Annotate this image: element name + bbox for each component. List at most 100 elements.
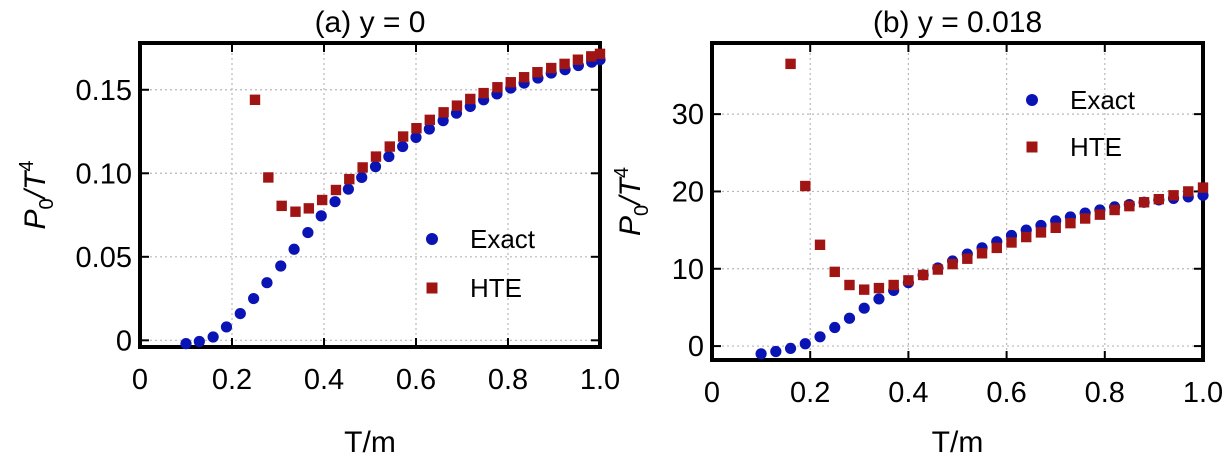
data-point-exact	[799, 338, 811, 350]
data-point-hte	[1109, 204, 1120, 216]
data-point-exact	[248, 292, 260, 305]
legend-marker-hte	[426, 282, 438, 294]
y-label-sep: /T	[614, 175, 647, 206]
data-point-exact	[784, 342, 797, 355]
data-point-exact	[329, 196, 341, 208]
data-point-hte	[1065, 217, 1076, 229]
data-point-hte	[800, 180, 811, 192]
x-tick-label: 1.0	[1183, 377, 1223, 409]
y-label-sep: /T	[19, 169, 52, 200]
data-point-hte	[1094, 209, 1106, 220]
data-point-exact	[410, 131, 422, 143]
data-point-exact	[383, 150, 395, 163]
y-label-base: P	[614, 216, 647, 236]
legend-label-hte: HTE	[470, 273, 522, 303]
x-tick-label: 0.4	[304, 364, 344, 396]
data-point-hte	[917, 269, 929, 281]
data-point-hte	[451, 100, 463, 111]
x-tick-label: 0.6	[986, 377, 1026, 409]
data-point-hte	[505, 77, 516, 88]
data-point-hte	[249, 94, 261, 105]
data-point-hte	[814, 239, 826, 250]
legend-marker-exact	[426, 233, 438, 245]
data-point-hte	[344, 173, 355, 185]
data-point-hte	[947, 258, 958, 270]
data-point-hte	[586, 51, 597, 62]
data-point-hte	[559, 58, 570, 70]
data-point-exact	[843, 312, 856, 324]
data-point-exact	[302, 226, 314, 239]
x-tick-label: 0	[132, 364, 148, 396]
data-point-exact	[180, 338, 192, 350]
plot-frame	[710, 41, 1205, 362]
data-point-hte	[492, 82, 503, 93]
data-point-hte	[384, 141, 395, 152]
data-point-hte	[330, 184, 342, 196]
data-point-hte	[532, 67, 543, 78]
legend-label-exact: Exact	[470, 224, 536, 254]
data-point-hte	[1035, 227, 1047, 238]
y-label-sup: 4	[611, 167, 633, 178]
data-point-exact	[423, 123, 435, 135]
y-label-sup: 4	[16, 161, 38, 172]
data-point-hte	[1006, 237, 1017, 248]
data-point-exact	[207, 331, 219, 343]
x-tick-label: 0.8	[488, 364, 528, 396]
data-point-hte	[1079, 213, 1091, 224]
x-tick-label: 1.0	[580, 364, 620, 396]
legend-label-exact: Exact	[1070, 85, 1136, 115]
data-point-hte	[1138, 197, 1150, 208]
data-point-exact	[261, 277, 273, 289]
data-point-hte	[1021, 231, 1032, 243]
data-point-exact	[275, 260, 287, 272]
chart-title: (a) y = 0	[315, 6, 426, 39]
x-axis-label: T/m	[344, 426, 396, 459]
data-point-hte	[991, 242, 1002, 254]
y-tick-label: 0.15	[76, 75, 132, 107]
data-point-hte	[316, 194, 328, 206]
y-tick-label: 0	[116, 325, 132, 357]
data-point-hte	[411, 122, 422, 134]
data-point-hte	[844, 279, 855, 291]
data-point-exact	[315, 210, 327, 222]
y-tick-label: 30	[672, 99, 704, 131]
data-point-hte	[903, 275, 914, 286]
data-point-exact	[770, 345, 782, 358]
data-point-exact	[193, 335, 205, 348]
data-point-hte	[518, 72, 530, 83]
data-point-hte	[263, 172, 274, 183]
data-point-exact	[755, 348, 767, 360]
series-hte	[785, 58, 1209, 295]
y-tick-label: 0.10	[76, 158, 132, 190]
data-point-hte	[873, 282, 885, 294]
data-point-hte	[888, 279, 899, 291]
data-point-hte	[859, 284, 870, 295]
y-tick-label: 0.05	[76, 242, 132, 274]
data-point-hte	[465, 93, 476, 105]
chart-title: (b) y = 0.018	[873, 6, 1042, 39]
data-point-exact	[220, 321, 233, 333]
legend-marker-hte	[1026, 141, 1038, 153]
x-tick-label: 0.2	[212, 364, 252, 396]
data-point-hte	[1183, 186, 1194, 197]
data-point-hte	[1124, 200, 1135, 212]
data-point-hte	[397, 131, 409, 142]
panel-b: 0 0.2 0.4 0.6 0.8 1.0 0 10 20 30 (b) y = 0.018 T/m P…	[611, 6, 1223, 459]
y-axis-label: P0/T4	[16, 161, 58, 230]
data-point-hte	[976, 248, 988, 259]
data-point-exact	[356, 171, 368, 184]
plot-frame	[138, 41, 602, 349]
data-point-hte	[785, 58, 796, 70]
data-point-exact	[829, 321, 841, 334]
data-point-hte	[1168, 190, 1179, 201]
x-axis-label: T/m	[932, 426, 984, 459]
series-hte	[249, 48, 606, 217]
data-point-exact	[873, 293, 885, 305]
x-tick-label: 0.8	[1085, 377, 1125, 409]
data-point-hte	[1153, 193, 1165, 205]
y-label-sub: 0	[631, 205, 653, 216]
data-point-hte	[1197, 182, 1209, 193]
data-point-hte	[424, 114, 435, 126]
